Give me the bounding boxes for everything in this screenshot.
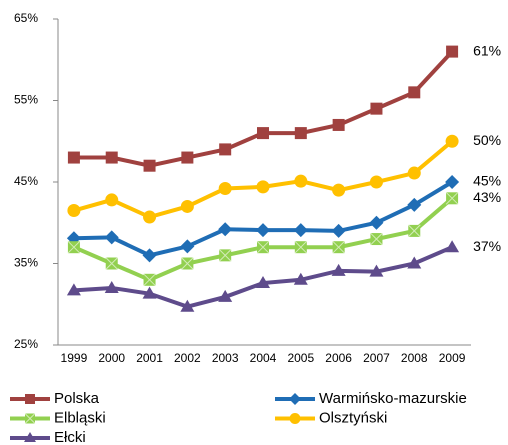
y-tick-label: 65% [14,11,38,25]
marker [331,263,346,276]
x-tick-label: 2009 [439,351,466,365]
marker [104,280,119,293]
marker [180,199,194,213]
marker [408,86,421,99]
marker [218,182,232,196]
marker [143,159,156,172]
marker [369,175,383,189]
marker [445,134,459,148]
marker [219,143,232,156]
marker-cross [181,257,194,270]
marker [331,223,346,238]
x-tick-label: 1999 [61,351,88,365]
marker [256,276,270,289]
marker-cross [105,257,119,270]
x-tick-label: 2007 [363,351,390,365]
series-line [73,139,454,220]
x-tick-label: 2004 [250,351,277,365]
data-label: 61% [473,42,501,58]
legend-label: Warmińsko-mazurskie [319,390,467,407]
marker [180,299,195,312]
marker [143,210,157,224]
marker-cross [407,224,421,238]
legend-label: Elbląski [54,409,106,426]
marker [445,240,460,253]
x-tick-label: 2001 [136,351,163,365]
marker [370,102,383,115]
x-tick-label: 2006 [325,351,352,365]
legend-label: Olsztyński [319,409,387,426]
marker-cross [67,240,81,254]
marker-cross [218,248,232,262]
marker [142,286,157,299]
marker [25,394,35,404]
marker [369,264,384,277]
marker [289,413,301,424]
x-tick-label: 2003 [212,351,239,365]
marker [293,223,308,238]
marker-cross [294,240,308,254]
marker [446,45,459,58]
marker [407,197,422,212]
marker [180,239,195,254]
marker [218,289,233,302]
x-tick-label: 2008 [401,351,428,365]
x-tick-label: 2005 [287,351,314,365]
x-tick-label: 2000 [98,351,125,365]
marker [332,183,346,197]
marker [289,393,301,405]
data-label: 50% [473,132,501,148]
marker [67,151,80,164]
y-tick-label: 55% [14,93,38,107]
marker [24,432,36,442]
y-tick-label: 25% [14,337,38,351]
marker [369,215,384,230]
data-label: 37% [473,238,501,254]
marker [218,222,233,237]
marker [445,175,460,189]
y-tick-label: 45% [14,174,38,188]
data-label: 45% [473,173,501,189]
marker-cross [143,273,156,287]
marker-cross [24,413,36,424]
marker [256,223,270,238]
marker [294,127,307,140]
x-tick-label: 2002 [174,351,201,365]
legend-label: Polska [54,390,100,407]
marker [332,118,345,131]
marker [407,256,422,269]
marker [293,272,308,285]
marker [67,204,81,218]
marker [105,193,119,207]
legend-label: Ełcki [54,429,86,445]
marker [257,127,269,140]
marker [142,248,157,263]
marker-cross [445,191,459,205]
marker-cross [370,232,383,246]
data-label: 43% [473,189,501,205]
marker [181,151,194,164]
marker [66,283,81,296]
series-line [73,50,454,168]
marker-cross [256,240,270,254]
marker [407,166,421,180]
marker-cross [332,240,345,254]
marker [104,230,119,245]
marker [256,180,270,194]
marker [105,151,118,164]
y-tick-label: 35% [14,256,38,270]
marker [294,174,308,188]
